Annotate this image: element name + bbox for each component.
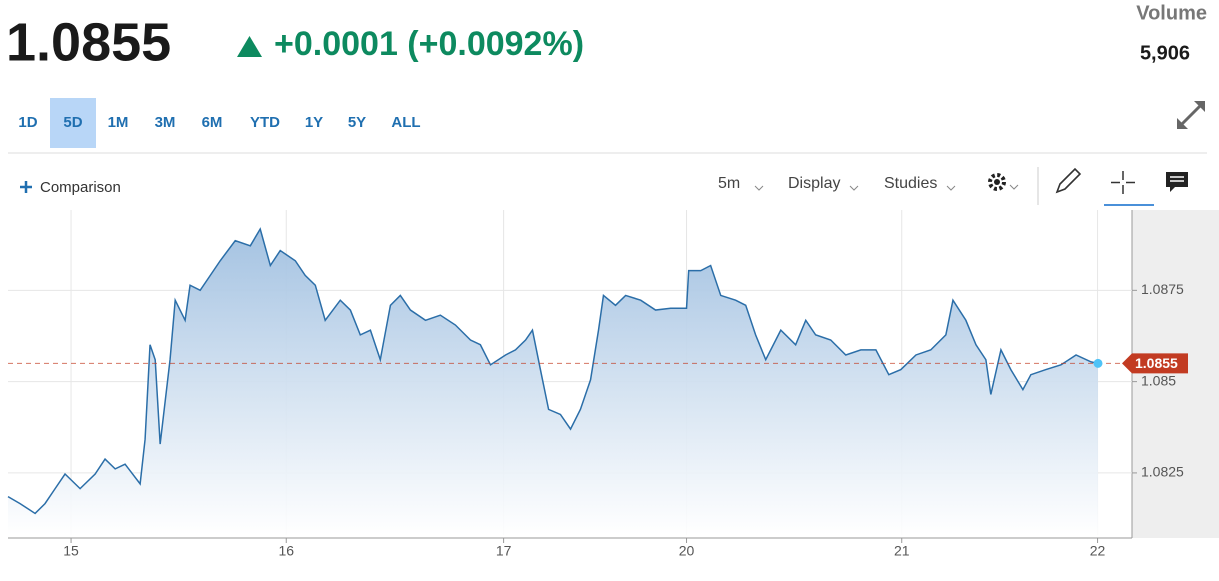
range-active-bg	[50, 98, 96, 148]
settings-icon[interactable]	[988, 173, 1019, 191]
crosshair-icon[interactable]	[1104, 171, 1154, 206]
range-button[interactable]: 1D	[18, 114, 37, 131]
interval-label: 5m	[718, 175, 740, 192]
range-bar: 1D 5D 1M 3M 6M YTD 1Y 5Y ALL	[18, 98, 421, 148]
studies-label: Studies	[884, 175, 937, 192]
comparison-button[interactable]: Comparison	[20, 179, 121, 196]
price-change: +0.0001 (+0.0092%)	[274, 25, 584, 63]
range-label: 5D	[63, 114, 82, 131]
range-button[interactable]: 5Y	[348, 114, 366, 131]
expand-icon[interactable]	[1177, 101, 1205, 129]
axis-panel	[1132, 210, 1219, 538]
range-label: 6M	[202, 114, 223, 131]
range-label: 1M	[108, 114, 129, 131]
last-point	[1093, 358, 1103, 368]
comment-icon[interactable]	[1166, 172, 1188, 192]
area-fill	[8, 228, 1098, 535]
studies-dropdown[interactable]: Studies	[884, 175, 956, 192]
range-button[interactable]: YTD	[250, 114, 280, 131]
draw-icon[interactable]	[1055, 167, 1082, 194]
y-tick-label: 1.0875	[1141, 281, 1184, 297]
last-price-label: 1.0855	[1135, 355, 1178, 371]
display-dropdown[interactable]: Display	[788, 175, 859, 192]
price: 1.0855	[6, 12, 171, 72]
range-button[interactable]: 3M	[155, 114, 176, 131]
x-tick-label: 20	[679, 543, 695, 559]
x-tick-label: 17	[496, 543, 512, 559]
range-button[interactable]: 5D	[50, 98, 96, 148]
volume-value: 5,906	[1140, 42, 1190, 64]
y-tick-label: 1.0825	[1141, 464, 1184, 480]
range-label: YTD	[250, 114, 280, 131]
range-label: ALL	[391, 114, 420, 131]
last-price-tag	[1122, 353, 1188, 374]
range-button[interactable]: 1M	[108, 114, 129, 131]
interval-dropdown[interactable]: 5m	[718, 175, 764, 192]
range-button[interactable]: 1Y	[305, 114, 323, 131]
range-label: 1D	[18, 114, 37, 131]
display-label: Display	[788, 175, 840, 192]
x-tick-label: 22	[1090, 543, 1106, 559]
x-tick-label: 21	[894, 543, 910, 559]
volume-label: Volume	[1136, 2, 1207, 24]
range-label: 5Y	[348, 114, 366, 131]
comparison-label: Comparison	[40, 179, 121, 196]
range-button[interactable]: ALL	[391, 114, 420, 131]
up-arrow	[237, 36, 262, 57]
range-label: 3M	[155, 114, 176, 131]
y-tick-label: 1.085	[1141, 372, 1176, 388]
x-tick-label: 16	[278, 543, 294, 559]
range-label: 1Y	[305, 114, 323, 131]
x-tick-label: 15	[63, 543, 79, 559]
range-button[interactable]: 6M	[202, 114, 223, 131]
chart: 1.0825 1.085 1.0875 15 16 17 20 21 22 1.0855	[7, 210, 1219, 559]
price-line	[7, 227, 1099, 515]
